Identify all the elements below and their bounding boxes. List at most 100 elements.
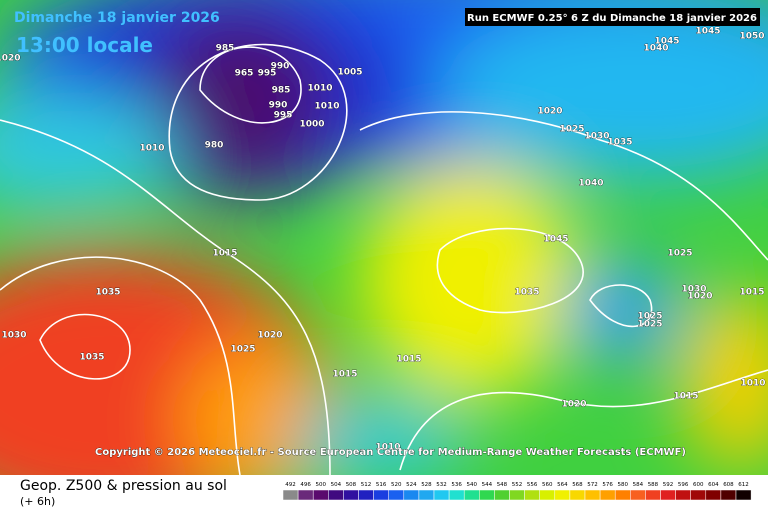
legend-label: 544 <box>482 482 493 488</box>
footer-title: Geop. Z500 & pression au sol <box>20 478 227 494</box>
legend-label: 592 <box>663 482 674 488</box>
legend-label: 584 <box>633 482 644 488</box>
copyright: Copyright © 2026 Meteociel.fr - Source E… <box>95 447 686 458</box>
legend-label: 608 <box>723 482 734 488</box>
isobar-label: 1010 <box>740 379 765 389</box>
isobar-label: 1015 <box>332 370 357 380</box>
run-banner <box>465 8 760 26</box>
legend-swatch <box>403 489 420 501</box>
legend-label: 524 <box>406 482 417 488</box>
legend-label: 512 <box>361 482 372 488</box>
legend-label: 612 <box>738 482 749 488</box>
legend-label: 532 <box>436 482 447 488</box>
isobar-label: 1020 <box>537 107 562 117</box>
legend-swatch <box>720 489 737 501</box>
legend-label: 536 <box>451 482 462 488</box>
footer-step: (+ 6h) <box>20 495 55 508</box>
legend-swatch <box>373 489 389 501</box>
legend-label: 572 <box>587 482 598 488</box>
legend-swatch <box>630 489 646 501</box>
time: 13:00 locale <box>16 33 153 57</box>
isobar-label: 1030 <box>1 331 26 341</box>
legend-swatch <box>584 489 601 501</box>
isobar-label: 985 <box>216 44 235 54</box>
legend-label: 600 <box>693 482 704 488</box>
isobar-label: 1020 <box>561 400 586 410</box>
legend-swatch <box>418 489 435 501</box>
legend-label: 496 <box>300 482 311 488</box>
legend-label: 596 <box>678 482 689 488</box>
isobar-label: 1015 <box>212 249 237 259</box>
isobar-label: 1015 <box>673 392 698 402</box>
isobar-label: 980 <box>205 141 224 151</box>
isobar-label: 1035 <box>79 353 104 363</box>
isobar-label: 1030 <box>584 132 609 142</box>
legend-swatch <box>494 489 510 501</box>
isobar-label: 1025 <box>559 125 584 135</box>
isobar-label: 1035 <box>514 288 539 298</box>
legend-label: 576 <box>602 482 613 488</box>
legend-label: 548 <box>497 482 508 488</box>
legend-swatch <box>569 489 586 501</box>
legend-swatch <box>645 489 661 501</box>
legend-label: 492 <box>285 482 296 488</box>
legend-label: 516 <box>376 482 387 488</box>
isobar-label: 990 <box>271 62 290 72</box>
legend-swatch <box>660 489 676 501</box>
isobar-label: 1045 <box>654 37 679 47</box>
legend-swatch <box>433 489 450 501</box>
legend-label: 528 <box>421 482 432 488</box>
legend-swatch <box>328 489 344 501</box>
legend-swatch <box>509 489 525 501</box>
legend-swatch <box>343 489 359 501</box>
legend-swatch <box>463 489 480 501</box>
legend-label: 580 <box>618 482 629 488</box>
legend-swatch <box>690 489 707 501</box>
legend-swatch <box>297 489 314 501</box>
legend-label: 552 <box>512 482 523 488</box>
legend-label: 504 <box>331 482 342 488</box>
isobar-label: 1010 <box>307 84 332 94</box>
legend-label: 604 <box>708 482 719 488</box>
isobar-label: 990 <box>269 101 288 111</box>
legend-swatch <box>282 489 299 501</box>
legend-label: 556 <box>527 482 538 488</box>
isobar-label: 985 <box>272 86 291 96</box>
isobar-label: 1035 <box>607 138 632 148</box>
isobar-label: 1025 <box>637 320 662 330</box>
isobar-label: 1040 <box>578 179 603 189</box>
legend-swatch <box>554 489 571 501</box>
isobar-label: 1050 <box>739 32 764 42</box>
isobar-label: 1035 <box>95 288 120 298</box>
legend-swatch <box>735 489 752 501</box>
isobar-label: 1005 <box>337 68 362 78</box>
legend-label: 508 <box>346 482 357 488</box>
run-info: Run ECMWF 0.25° 6 Z du Dimanche 18 janvi… <box>467 13 757 24</box>
isobar-label: 1000 <box>299 120 324 130</box>
isobar-label: 965 <box>235 69 254 79</box>
isobar-label: 995 <box>274 111 293 121</box>
legend-label: 588 <box>648 482 659 488</box>
isobar-label: 1020 <box>257 331 282 341</box>
legend-label: 500 <box>316 482 327 488</box>
legend-swatch <box>312 489 329 501</box>
isobar-label: 1045 <box>543 235 568 245</box>
isobar-label: 1010 <box>314 102 339 112</box>
legend-label: 560 <box>542 482 553 488</box>
isobar-label: 1010 <box>375 443 400 453</box>
legend-swatch <box>675 489 691 501</box>
isobar-label: 1010 <box>139 144 164 154</box>
date: Dimanche 18 janvier 2026 <box>14 10 220 26</box>
legend-swatch <box>388 489 405 501</box>
isobar-label: 1020 <box>0 54 21 64</box>
legend-swatch <box>614 489 631 501</box>
isobar-label: 1025 <box>230 345 255 355</box>
isobar-label: 1025 <box>667 249 692 259</box>
legend-swatch <box>479 489 495 501</box>
isobar-label: 995 <box>258 69 277 79</box>
legend-swatch <box>539 489 556 501</box>
legend-swatch <box>524 489 540 501</box>
